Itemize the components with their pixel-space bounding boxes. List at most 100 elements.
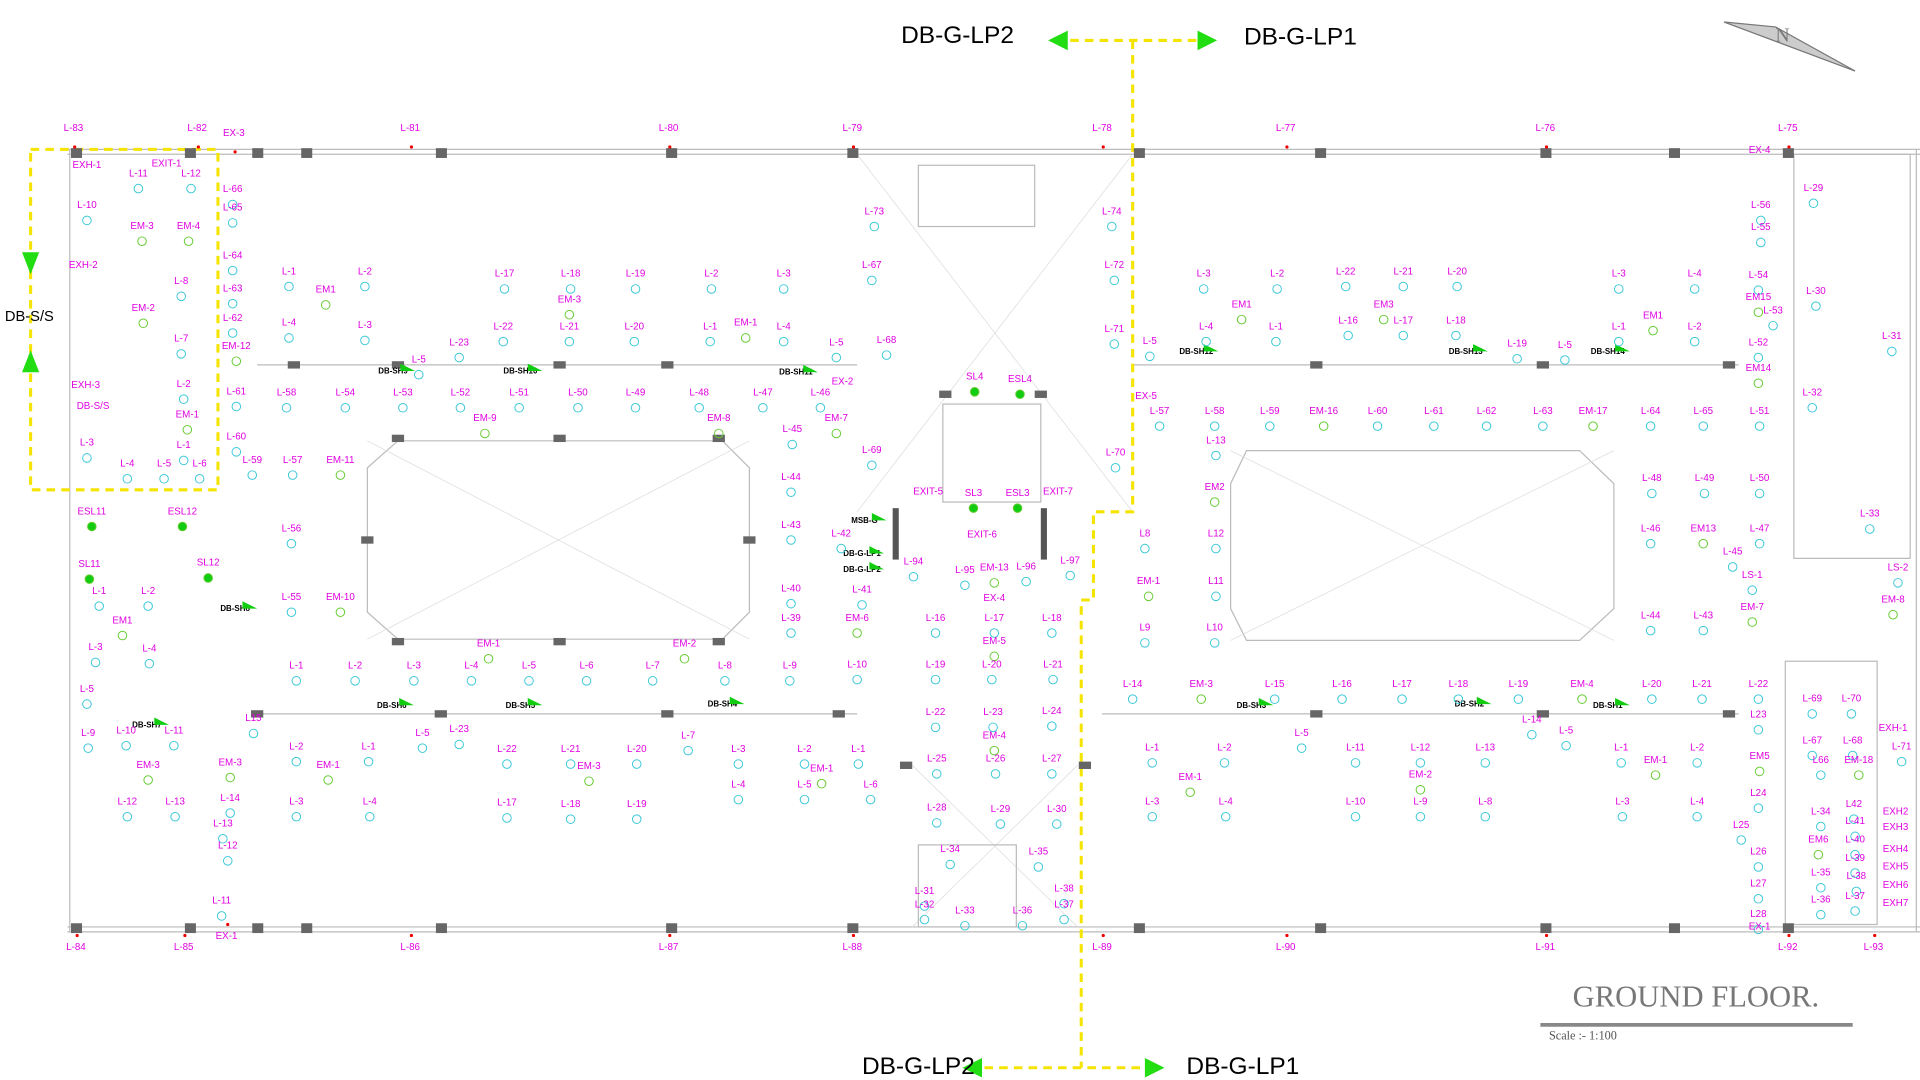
fixture-label: L23 bbox=[1750, 710, 1767, 721]
light-fixture bbox=[502, 759, 512, 769]
light-fixture bbox=[1561, 740, 1571, 751]
fixture-label: EM-1 bbox=[477, 639, 500, 650]
fixture-label: EXH2 bbox=[1883, 806, 1909, 817]
arrow bbox=[1144, 1057, 1165, 1078]
column bbox=[832, 710, 845, 718]
fixture-label: EM-4 bbox=[983, 730, 1007, 741]
fixture-label: EM-3 bbox=[219, 757, 243, 768]
fixture-label: L-8 bbox=[718, 661, 733, 672]
perimeter-label: L-78 bbox=[1092, 123, 1112, 134]
fixture-label: L-53 bbox=[393, 388, 413, 399]
light-fixture bbox=[960, 920, 970, 931]
fixture-label: L-60 bbox=[227, 432, 247, 443]
fixture-label: L-69 bbox=[862, 445, 882, 456]
panel-symbol bbox=[1203, 344, 1219, 352]
arrow bbox=[22, 350, 40, 373]
arrow bbox=[962, 1057, 983, 1078]
fixture-label: L-61 bbox=[1424, 406, 1444, 417]
light-fixture bbox=[1849, 814, 1859, 824]
perimeter-label: L-79 bbox=[842, 123, 862, 134]
fixture-label: ESL11 bbox=[78, 506, 107, 517]
light-fixture bbox=[1689, 336, 1700, 347]
fixture-label: EM-13 bbox=[980, 563, 1009, 574]
light-fixture bbox=[631, 759, 642, 769]
panel-symbol bbox=[242, 601, 258, 609]
fixture-label: EXH-2 bbox=[69, 260, 98, 271]
outlet bbox=[1285, 145, 1289, 149]
light-fixture bbox=[1893, 578, 1903, 588]
fixture-label: L-3 bbox=[407, 661, 422, 672]
fixture-label: L-3 bbox=[1145, 796, 1160, 807]
fixture-label: L-35 bbox=[1029, 847, 1049, 858]
fixture-label: EX-4 bbox=[1749, 145, 1771, 156]
stair bbox=[942, 403, 1042, 503]
light-fixture bbox=[1109, 275, 1120, 286]
fixture-label: EM14 bbox=[1746, 363, 1772, 374]
fixture-label: L-13 bbox=[165, 796, 185, 807]
light-fixture bbox=[694, 402, 704, 413]
fixture-label: L-58 bbox=[277, 388, 297, 399]
column bbox=[391, 434, 405, 443]
fixture-label: L-1 bbox=[1614, 743, 1628, 754]
fixture-label: L-23 bbox=[983, 707, 1003, 718]
light-fixture bbox=[733, 759, 744, 769]
fixture-label: L-14 bbox=[1522, 714, 1542, 725]
fixture-label: EM-11 bbox=[326, 455, 354, 466]
light-fixture bbox=[565, 814, 576, 824]
light-fixture bbox=[852, 674, 862, 685]
fixture-label: L-18 bbox=[561, 269, 581, 280]
fixture-label: L-17 bbox=[497, 798, 517, 809]
fixture-label: EM-16 bbox=[1309, 406, 1338, 417]
light-fixture bbox=[931, 818, 942, 828]
feeder-label: DB-G-LP2 bbox=[901, 22, 1014, 49]
panel-label: DB-SH6 bbox=[377, 701, 407, 710]
fixture-label: EM-7 bbox=[1741, 602, 1764, 613]
fixture-label: L-5 bbox=[797, 779, 812, 790]
panel-label: DB-SH13 bbox=[1449, 347, 1484, 356]
fixture-label: L8 bbox=[1139, 528, 1150, 539]
fixture-label: L-5 bbox=[1143, 336, 1158, 347]
light-fixture bbox=[990, 769, 1001, 779]
light-fixture bbox=[1816, 882, 1826, 893]
light-fixture bbox=[194, 474, 205, 484]
fixture-label: L-32 bbox=[1802, 388, 1822, 399]
outlet bbox=[75, 933, 79, 938]
emergency-fixture bbox=[1209, 497, 1220, 507]
fixture-label: L-49 bbox=[1695, 473, 1715, 484]
fixture-label: L-20 bbox=[1447, 266, 1467, 277]
light-fixture bbox=[1692, 758, 1702, 768]
column bbox=[666, 148, 678, 158]
light-fixture bbox=[1398, 330, 1409, 341]
fixture-label: L10 bbox=[1207, 623, 1224, 634]
light-fixture bbox=[1850, 868, 1860, 878]
emergency-fixture bbox=[182, 425, 193, 435]
light-fixture bbox=[227, 265, 238, 276]
light-fixture bbox=[1033, 862, 1044, 872]
fixture-label: L-11 bbox=[1346, 743, 1365, 754]
emergency-fixture bbox=[968, 503, 979, 513]
column bbox=[1133, 923, 1145, 934]
fixture-label: L-48 bbox=[689, 388, 709, 399]
fixture-label: L-30 bbox=[1806, 286, 1826, 297]
fixture-label: L-3 bbox=[1197, 269, 1212, 280]
fixture-label: L-74 bbox=[1102, 206, 1122, 217]
outlet bbox=[1544, 933, 1549, 938]
fixture-label: L-61 bbox=[227, 386, 247, 397]
light-fixture bbox=[1453, 694, 1464, 704]
outlet bbox=[1285, 933, 1289, 938]
fixture-label: L-44 bbox=[1641, 610, 1661, 621]
emergency-fixture bbox=[1753, 307, 1764, 318]
fixture-label: L-19 bbox=[627, 799, 647, 810]
fixture-label: L-22 bbox=[1336, 266, 1356, 277]
light-fixture bbox=[176, 349, 186, 359]
north-letter: N bbox=[1776, 26, 1790, 47]
perimeter-label: L-87 bbox=[659, 942, 679, 953]
perimeter-label: EX-3 bbox=[223, 128, 245, 139]
fixture-label: L-3 bbox=[80, 438, 95, 449]
fixture-label: L-21 bbox=[561, 744, 581, 755]
fixture-label: L-11 bbox=[212, 896, 231, 907]
emergency-fixture bbox=[1753, 378, 1764, 389]
fixture-label: L-21 bbox=[560, 321, 580, 332]
light-fixture bbox=[1147, 758, 1158, 768]
tower bbox=[1793, 153, 1911, 559]
